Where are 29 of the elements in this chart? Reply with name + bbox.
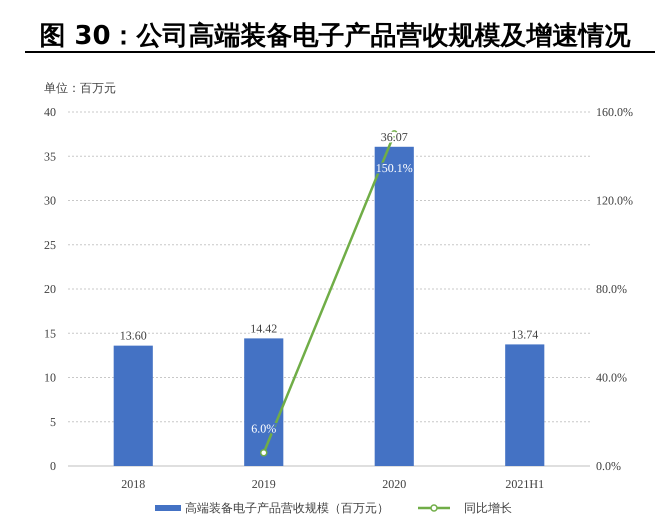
x-tick-label: 2021H1 (505, 477, 544, 491)
legend-label: 高端装备电子产品营收规模（百万元） (185, 501, 389, 515)
y2-tick-label: 0.0% (596, 459, 621, 473)
bar (505, 344, 544, 466)
y2-tick-label: 160.0% (596, 105, 633, 119)
data-label: 13.74 (511, 327, 538, 342)
x-tick-label: 2020 (382, 477, 406, 491)
data-label: 13.60 (120, 328, 147, 343)
y2-tick-label: 120.0% (596, 194, 633, 208)
bar (374, 146, 414, 466)
y-tick-label: 30 (44, 194, 56, 208)
y2-tick-label: 80.0% (596, 282, 627, 296)
legend-label: 同比增长 (464, 501, 512, 515)
bar (244, 338, 284, 466)
y-tick-label: 25 (44, 238, 56, 252)
y-tick-label: 40 (44, 105, 56, 119)
x-tick-label: 2018 (121, 477, 146, 491)
text: 单位：百万元 (44, 81, 116, 95)
y-tick-label: 20 (44, 282, 56, 296)
chart-title: 图 30：公司高端装备电子产品营收规模及增速情况 (39, 21, 632, 51)
y-tick-label: 15 (44, 326, 56, 340)
y-tick-label: 0 (50, 459, 56, 473)
bar (114, 346, 153, 466)
y2-tick-label: 40.0% (596, 370, 627, 384)
y-tick-label: 5 (50, 414, 56, 429)
y-tick-label: 10 (44, 370, 56, 384)
x-tick-label: 2019 (252, 477, 276, 491)
data-label: 14.42 (250, 321, 278, 336)
y-tick-label: 35 (44, 149, 56, 164)
